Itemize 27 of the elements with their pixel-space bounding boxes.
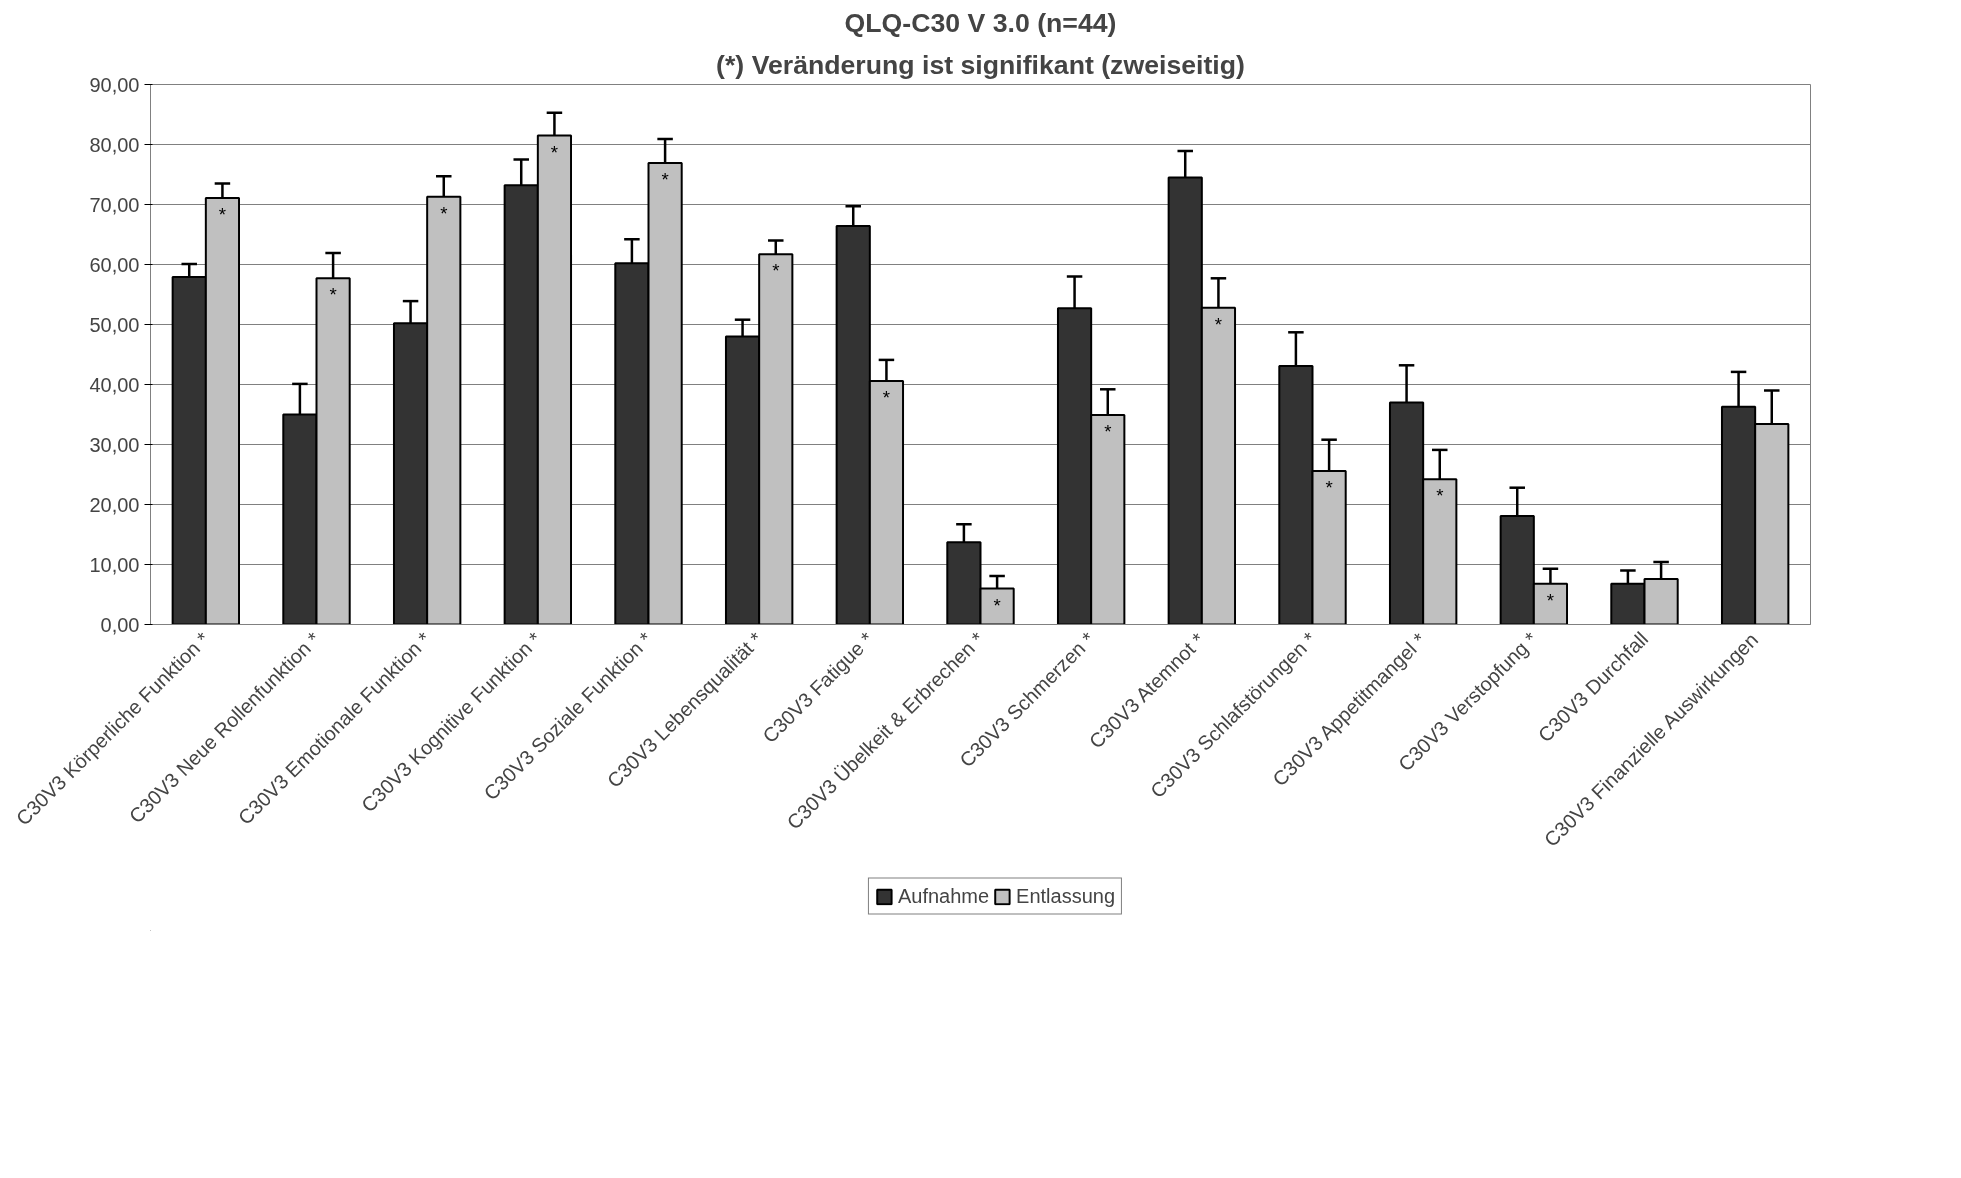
chart-subtitle: (*) Veränderung ist signifikant (zweiseitig) (716, 49, 1245, 80)
annotation: * (440, 202, 448, 224)
annotation: * (882, 386, 891, 408)
y-tick-label: 40,00 (89, 373, 140, 396)
legend-label: Aufnahme (897, 884, 990, 908)
chart-title: QLQ-C30 V 3.0 (n=44) (844, 7, 1117, 38)
annotation: * (329, 284, 337, 306)
annotation: * (1104, 421, 1112, 443)
y-tick-label: 80,00 (89, 133, 140, 156)
y-tick-label: 10,00 (89, 553, 140, 576)
y-tick-label: 50,00 (89, 313, 140, 336)
annotation: * (1325, 476, 1333, 498)
annotation: * (661, 169, 669, 191)
annotation: * (218, 203, 227, 225)
annotation: * (772, 260, 780, 282)
y-tick-label: 20,00 (89, 493, 140, 516)
y-tick-label: 0,00 (100, 613, 140, 636)
y-tick-label: 30,00 (89, 433, 140, 456)
annotation: * (1436, 485, 1444, 507)
annotation: * (1214, 313, 1223, 335)
annotation: * (550, 141, 559, 163)
legend-label: Entlassung (1016, 884, 1116, 908)
y-tick-label: 90,00 (89, 73, 140, 96)
annotation: * (1546, 589, 1555, 611)
y-tick-label: 60,00 (89, 253, 140, 276)
y-tick-label: 70,00 (89, 193, 140, 216)
annotation: * (993, 594, 1001, 616)
